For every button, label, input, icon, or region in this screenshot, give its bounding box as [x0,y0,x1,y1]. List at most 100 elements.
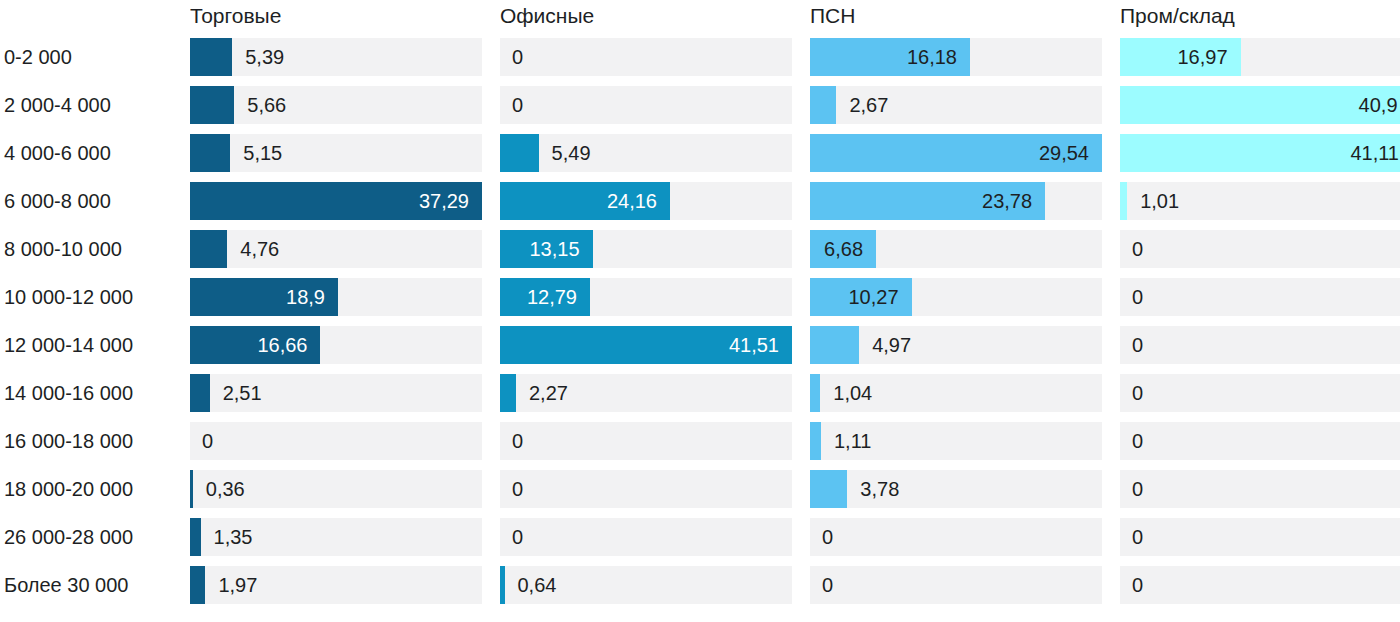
value-label: 0 [1132,278,1143,316]
bar-track: 0 [810,566,1102,604]
bar-track: 40,9 [1120,86,1400,124]
category-label: Более 30 000 [4,566,172,604]
value-label: 1,97 [218,566,257,604]
bar-track: 16,66 [190,326,482,364]
value-label: 0 [512,86,523,124]
bar-track: 4,76 [190,230,482,268]
bar [190,518,201,556]
value-label: 4,76 [240,230,279,268]
series-header-3: ПСН [810,3,1102,28]
category-label: 6 000-8 000 [4,182,172,220]
value-label: 2,67 [849,86,888,124]
bar-track: 16,18 [810,38,1102,76]
bar [190,134,230,172]
value-label: 16,97 [1177,38,1227,76]
value-label: 0 [512,470,523,508]
value-label: 12,79 [527,278,577,316]
category-label: 14 000-16 000 [4,374,172,412]
bar-track: 0,64 [500,566,792,604]
bar-track: 16,97 [1120,38,1400,76]
bar [190,374,210,412]
category-label: 8 000-10 000 [4,230,172,268]
bar-track: 0 [500,422,792,460]
category-label: 4 000-6 000 [4,134,172,172]
bar [190,470,193,508]
value-label: 16,66 [257,326,307,364]
bar-track: 0 [190,422,482,460]
bar-track: 5,66 [190,86,482,124]
value-label: 0 [822,518,833,556]
bar-track: 3,78 [810,470,1102,508]
bar-track: 0 [810,518,1102,556]
bar [190,566,205,604]
value-label: 0 [1132,326,1143,364]
value-label: 0 [512,422,523,460]
bar [810,470,847,508]
value-label: 0 [1132,470,1143,508]
value-label: 6,68 [824,230,863,268]
bar-track: 1,04 [810,374,1102,412]
bar-track: 1,01 [1120,182,1400,220]
value-label: 2,51 [223,374,262,412]
category-label: 18 000-20 000 [4,470,172,508]
value-label: 13,15 [529,230,579,268]
value-label: 5,49 [552,134,591,172]
value-label: 0 [1132,422,1143,460]
bar-track: 0 [1120,518,1400,556]
bar-track: 0 [500,518,792,556]
bar [500,134,539,172]
bar [810,326,859,364]
bar [190,230,227,268]
value-label: 0 [512,38,523,76]
bar-track: 0 [1120,278,1400,316]
value-label: 41,11 [1350,134,1399,172]
bar-track: 12,79 [500,278,792,316]
bar-track: 10,27 [810,278,1102,316]
bar [810,86,836,124]
bar [1120,182,1127,220]
value-label: 2,27 [529,374,568,412]
value-label: 1,04 [833,374,872,412]
value-label: 23,78 [982,182,1032,220]
bar-track: 0,36 [190,470,482,508]
bar-track: 0 [1120,374,1400,412]
bar [190,38,232,76]
page: ТорговыеОфисныеПСНПром/склад0-2 0005,390… [0,0,1400,622]
value-label: 5,39 [245,38,284,76]
value-label: 18,9 [286,278,325,316]
bar-track: 0 [1120,230,1400,268]
series-header-1: Торговые [190,3,482,28]
bar-track: 41,11 [1120,134,1400,172]
bar-track: 4,97 [810,326,1102,364]
value-label: 1,01 [1140,182,1179,220]
bar-track: 23,78 [810,182,1102,220]
category-label: 10 000-12 000 [4,278,172,316]
value-label: 0,64 [518,566,557,604]
value-label: 0 [202,422,213,460]
value-label: 0 [1132,230,1143,268]
series-header-2: Офисные [500,3,792,28]
bar [810,374,820,412]
category-label: 2 000-4 000 [4,86,172,124]
bar-track: 37,29 [190,182,482,220]
bar-track: 0 [500,38,792,76]
bar-track: 0 [500,470,792,508]
value-label: 1,11 [834,422,871,460]
value-label: 37,29 [419,182,469,220]
bar-track: 5,49 [500,134,792,172]
bar-track: 1,97 [190,566,482,604]
bar-track: 6,68 [810,230,1102,268]
value-label: 16,18 [907,38,957,76]
value-label: 0 [822,566,833,604]
value-label: 3,78 [860,470,899,508]
bar-track: 2,27 [500,374,792,412]
bar [810,422,821,460]
header-spacer [4,3,172,28]
bar-track: 5,15 [190,134,482,172]
bar-track: 13,15 [500,230,792,268]
bar-track: 5,39 [190,38,482,76]
bar [500,374,516,412]
value-label: 29,54 [1039,134,1089,172]
value-label: 0 [512,518,523,556]
value-label: 10,27 [848,278,898,316]
